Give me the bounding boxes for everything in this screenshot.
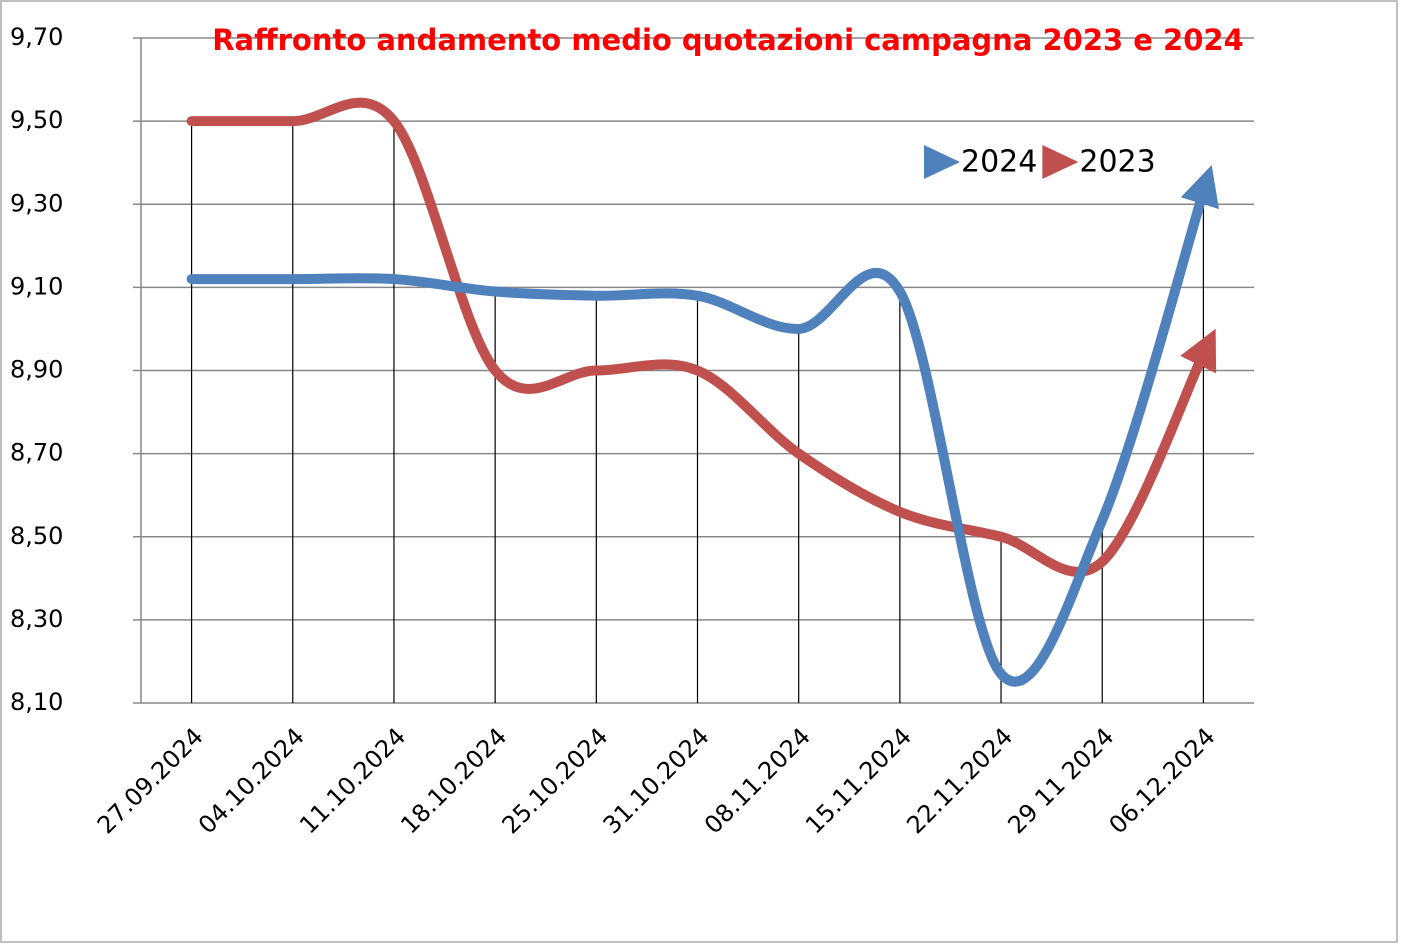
series-line <box>186 165 1219 687</box>
y-tick-label: 8,50 <box>10 522 63 550</box>
chart-title: Raffronto andamento medio quotazioni cam… <box>212 23 1244 57</box>
y-tick-label: 8,30 <box>10 605 63 633</box>
drop-lines <box>190 117 1205 703</box>
y-tick-label: 9,10 <box>10 272 63 300</box>
legend-symbol <box>1042 145 1079 179</box>
legend-symbol <box>924 145 960 179</box>
legend-label: 2024 <box>961 145 1037 180</box>
y-tick-label: 8,90 <box>10 356 63 384</box>
legend-label: 2023 <box>1079 145 1155 180</box>
y-tick-label: 9,70 <box>10 23 63 51</box>
y-tick-label: 9,30 <box>10 189 63 217</box>
y-tick-label: 8,70 <box>10 439 63 467</box>
series-lines <box>186 97 1219 687</box>
y-tick-label: 8,10 <box>10 688 63 716</box>
series-line <box>186 97 1217 577</box>
y-tick-label: 9,50 <box>10 106 63 134</box>
